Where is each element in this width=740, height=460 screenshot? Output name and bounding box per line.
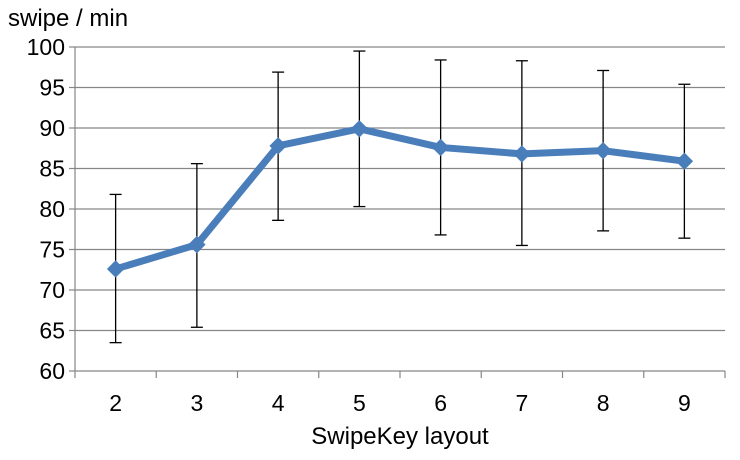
series-line-0 (112, 125, 688, 273)
data-point-7 (513, 145, 531, 163)
x-tick-label-3: 3 (190, 390, 203, 416)
axes (69, 46, 726, 378)
data-point-2 (106, 260, 125, 278)
x-tick-label-6: 6 (434, 390, 447, 416)
x-tick-label-9: 9 (678, 390, 691, 416)
y-tick-label-80: 80 (39, 196, 65, 222)
y-tick-label-75: 75 (39, 237, 65, 263)
x-tick-label-7: 7 (515, 390, 528, 416)
data-point-8 (594, 141, 612, 160)
y-tick-label-95: 95 (39, 75, 65, 101)
y-tick-label-60: 60 (39, 358, 65, 384)
x-axis-label: SwipeKey layout (311, 423, 489, 450)
data-point-4 (269, 137, 287, 155)
data-point-6 (431, 138, 450, 157)
y-tick-label-65: 65 (39, 318, 65, 344)
data-markers (106, 120, 694, 278)
data-point-3 (188, 235, 206, 254)
y-tick-label-90: 90 (39, 115, 65, 141)
series-line-layer (112, 125, 688, 273)
data-point-9 (675, 152, 694, 170)
x-tick-label-8: 8 (597, 390, 610, 416)
y-tick-label-100: 100 (27, 34, 65, 60)
y-tick-label-70: 70 (39, 277, 65, 303)
x-tick-labels: 2 3 4 5 6 7 8 9 (109, 390, 691, 416)
x-tick-label-2: 2 (109, 390, 122, 416)
gridlines (75, 46, 725, 332)
x-tick-label-5: 5 (353, 390, 366, 416)
y-tick-labels: 60 65 70 75 80 85 90 95 100 (27, 34, 65, 384)
x-tick-label-4: 4 (272, 390, 285, 416)
error-bars (109, 50, 691, 344)
y-tick-label-85: 85 (39, 156, 65, 182)
data-point-5 (350, 120, 369, 138)
y-axis-label: swipe / min (8, 5, 128, 32)
